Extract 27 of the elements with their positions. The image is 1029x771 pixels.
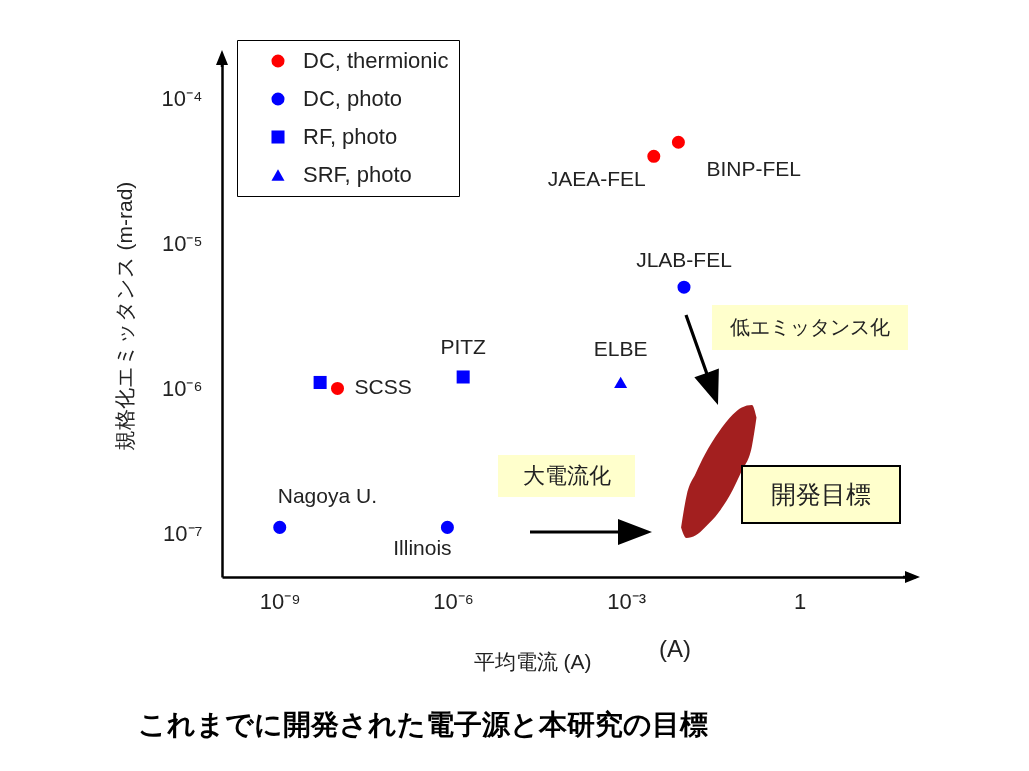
annotation: Illinois <box>393 536 452 560</box>
text: (A) <box>659 635 691 662</box>
x-tick-label: 10⁻⁶ <box>433 588 474 614</box>
annotation: Nagoya U. <box>277 484 377 508</box>
x-tick-label: 1 <box>793 588 807 614</box>
x-axis-title: 平均電流 (A) <box>473 649 592 673</box>
annotation: JLAB-FEL <box>636 248 732 272</box>
annotation: 低エミッタンス化 <box>730 315 890 338</box>
annotation: JAEA-FEL <box>547 167 646 191</box>
y-tick-label: 10⁻⁶ <box>161 375 203 401</box>
x-tick-label: 10⁻⁹ <box>259 588 301 614</box>
x-tick-label: 10⁻³ <box>607 588 647 614</box>
legend-label: DC, thermionic <box>303 48 449 73</box>
legend-label: SRF, photo <box>303 162 412 187</box>
y-axis-title: 規格化エミッタンス (m-rad) <box>112 181 136 452</box>
annotation: 開発目標 <box>771 479 871 508</box>
legend-label: DC, photo <box>303 86 403 111</box>
legend-label: RF, photo <box>303 124 398 149</box>
y-tick-label: 10⁻⁵ <box>161 231 203 257</box>
annotation: 大電流化 <box>522 463 611 488</box>
y-tick-label: 10⁻⁷ <box>163 520 203 546</box>
annotation: SCSS <box>354 375 412 399</box>
text: これまでに開発された電子源と本研究の目標 <box>138 709 709 740</box>
annotation: ELBE <box>593 337 648 361</box>
annotation: BINP-FEL <box>706 157 801 181</box>
annotation: PITZ <box>440 334 487 358</box>
y-tick-label: 10⁻⁴ <box>161 86 203 112</box>
